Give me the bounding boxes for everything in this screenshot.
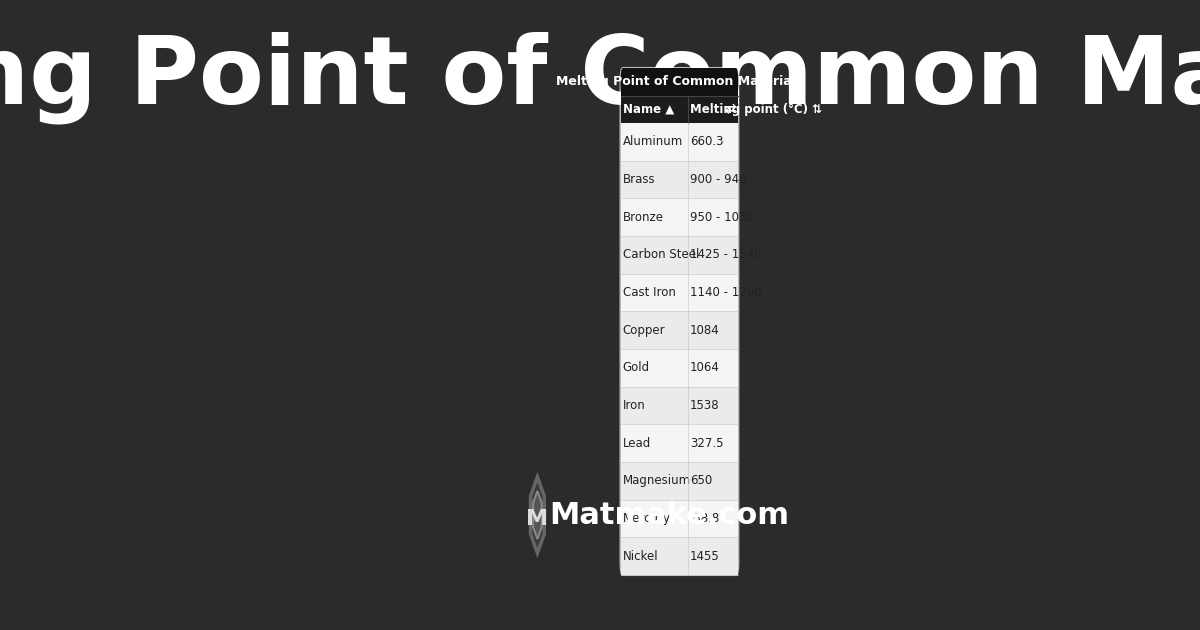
Text: Magnesium: Magnesium (623, 474, 691, 488)
Text: Nickel: Nickel (623, 549, 659, 563)
Bar (620, 161, 738, 198)
Text: 1538: 1538 (690, 399, 719, 412)
Text: Iron: Iron (623, 399, 646, 412)
Text: Aluminum: Aluminum (623, 135, 683, 148)
Bar (620, 425, 738, 462)
Text: Name ▲: Name ▲ (623, 103, 674, 116)
Text: Bronze: Bronze (623, 210, 664, 224)
Polygon shape (530, 477, 545, 553)
Text: Melting Point of Common Materials: Melting Point of Common Materials (556, 76, 803, 88)
Text: Gold: Gold (623, 362, 649, 374)
Polygon shape (533, 491, 541, 539)
Text: -38.8: -38.8 (690, 512, 720, 525)
Bar (620, 273, 738, 311)
Text: Matmake.com: Matmake.com (548, 500, 788, 529)
Text: Lead: Lead (623, 437, 650, 450)
Text: 1140 - 1200: 1140 - 1200 (690, 286, 761, 299)
Text: 660.3: 660.3 (690, 135, 724, 148)
FancyBboxPatch shape (620, 68, 738, 575)
Text: Copper: Copper (623, 324, 665, 336)
Bar (620, 311, 738, 349)
Bar (620, 123, 738, 161)
Bar (620, 198, 738, 236)
Bar (620, 462, 738, 500)
Text: 650: 650 (690, 474, 712, 488)
Bar (620, 96, 738, 123)
Text: Brass: Brass (623, 173, 655, 186)
Bar (620, 387, 738, 425)
Bar (620, 537, 738, 575)
Text: 1425 - 1540: 1425 - 1540 (690, 248, 761, 261)
Bar (620, 500, 738, 537)
Text: 950 - 1030: 950 - 1030 (690, 210, 754, 224)
Text: 1084: 1084 (690, 324, 720, 336)
Text: Mercury: Mercury (623, 512, 671, 525)
Text: Cast Iron: Cast Iron (623, 286, 676, 299)
Text: M: M (527, 509, 548, 529)
Text: Carbon Steel: Carbon Steel (623, 248, 698, 261)
Text: 327.5: 327.5 (690, 437, 724, 450)
Bar (620, 82, 738, 96)
Bar (620, 349, 738, 387)
Text: ⇄: ⇄ (725, 103, 737, 117)
Text: Melting point (°C) ⇅: Melting point (°C) ⇅ (690, 103, 822, 116)
Text: 900 - 940: 900 - 940 (690, 173, 746, 186)
FancyBboxPatch shape (620, 68, 738, 96)
Bar (620, 236, 738, 273)
Text: Melting Point of Common Materials: Melting Point of Common Materials (0, 32, 1200, 124)
Text: 1455: 1455 (690, 549, 720, 563)
Text: 1064: 1064 (690, 362, 720, 374)
